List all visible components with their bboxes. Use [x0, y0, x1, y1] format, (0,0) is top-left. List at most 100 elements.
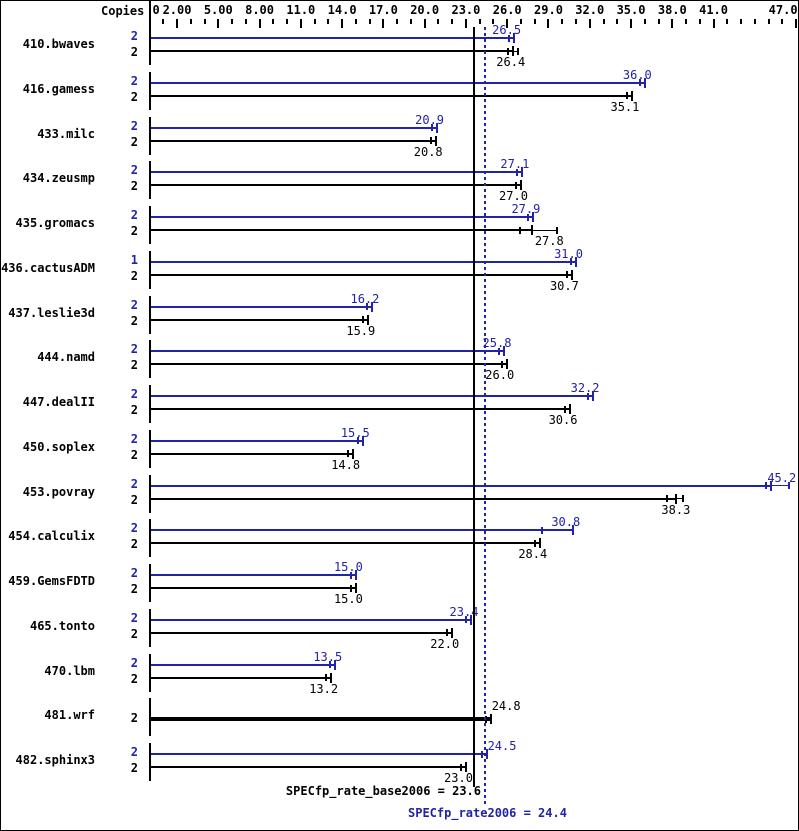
bar-median-tick [361, 435, 364, 446]
axis-major-tick [506, 19, 509, 28]
benchmark-label: 482.sphinx3 [15, 753, 95, 767]
copies-value: 2 [130, 89, 138, 104]
bar-value-label: 24.8 [491, 699, 521, 714]
copies-value: 2 [130, 297, 138, 312]
peak-bar [151, 529, 574, 532]
peak-bar [151, 305, 373, 308]
benchmark-label: 459.GemsFDTD [8, 574, 95, 588]
bar-median-tick [451, 627, 454, 638]
axis-minor-tick [533, 19, 536, 24]
bar-min-tick [349, 571, 352, 579]
bar-median-tick [464, 762, 467, 772]
bar-value-label: 26.0 [485, 368, 515, 383]
bar-min-tick [527, 213, 530, 221]
axis-tick-label: 5.00 [203, 3, 233, 17]
base-bar [151, 631, 453, 634]
bar-value-label: 23.4 [449, 604, 479, 619]
copies-value: 2 [130, 387, 138, 401]
bar-min-tick [638, 79, 641, 87]
bar-median-tick [539, 538, 542, 549]
axis-tick-label: 2.00 [162, 3, 192, 17]
axis-minor-tick [657, 19, 660, 24]
bar-max-tick [788, 482, 791, 489]
axis-tick-label: 26.0 [492, 3, 522, 17]
bar-median-tick [470, 614, 473, 625]
axis-minor-tick [740, 19, 743, 24]
bar-value-label: 36.0 [622, 67, 652, 82]
bar-whisker-line [676, 498, 684, 499]
bar-min-tick [325, 674, 328, 681]
benchmark-label: 454.calculix [8, 529, 95, 544]
bar-min-tick [514, 181, 517, 189]
bar-value-label: 25.8 [482, 336, 512, 351]
peak-bar [151, 126, 438, 129]
peak-bar [151, 216, 534, 218]
bar-median-tick [354, 570, 357, 580]
benchmark-label: 465.tonto [29, 618, 95, 633]
axis-tick-label: 47.0 [768, 3, 798, 17]
axis-minor-tick [602, 19, 605, 24]
axis-minor-tick [272, 19, 275, 24]
base-bar [151, 676, 332, 679]
axis-tick-label: 23.0 [451, 3, 481, 17]
axis-baseline-segment [149, 653, 151, 692]
bar-value-label: 13.5 [313, 649, 343, 664]
bar-value-label: 35.1 [610, 99, 640, 114]
benchmark-label: 433.milc [37, 126, 95, 141]
axis-minor-tick [726, 19, 729, 24]
axis-minor-tick [478, 19, 481, 24]
copies-value: 2 [130, 431, 138, 446]
base-bar [151, 497, 677, 500]
bar-median-tick [643, 77, 646, 88]
bar-value-label: 27.8 [534, 234, 564, 248]
bar-median-tick [352, 448, 355, 459]
copies-value: 2 [130, 566, 138, 580]
bar-median-tick [485, 749, 488, 759]
copies-value: 2 [130, 711, 138, 726]
axis-minor-tick [244, 19, 247, 24]
bar-min-tick [362, 316, 365, 323]
bar-median-tick [371, 301, 374, 312]
base-bar [151, 229, 532, 231]
copies-value: 2 [130, 224, 138, 238]
base-bar [151, 542, 541, 545]
base-bar [151, 184, 521, 187]
benchmark-label: 410.bwaves [22, 37, 95, 51]
axis-tick-label: 14.0 [327, 3, 357, 17]
bar-median-tick [506, 359, 509, 370]
bar-median-tick [513, 33, 516, 43]
axis-minor-tick [643, 19, 646, 24]
bar-value-label: 24.5 [487, 739, 517, 753]
copies-value: 2 [130, 134, 138, 149]
bar-value-label: 45.2 [767, 470, 797, 485]
axis-baseline-segment [149, 250, 151, 289]
axis-baseline-segment [149, 206, 151, 244]
copies-value: 2 [130, 403, 138, 417]
peak-bar [151, 350, 505, 353]
axis-major-tick [176, 19, 179, 28]
bar-min-tick [465, 616, 468, 624]
peak-bar [151, 753, 487, 755]
axis-minor-tick [368, 19, 371, 24]
bar-min-tick [508, 34, 511, 42]
benchmark-label: 416.gamess [22, 81, 95, 96]
bar-median-tick [572, 525, 575, 536]
axis-minor-tick [327, 19, 330, 24]
benchmark-label: 436.cactusADM [1, 260, 95, 275]
axis-baseline-segment [149, 519, 151, 558]
bar-median-tick [436, 122, 439, 133]
copies-value: 2 [130, 118, 138, 133]
axis-minor-tick [767, 19, 770, 24]
bar-value-label: 30.6 [548, 413, 578, 427]
bar-value-label: 15.0 [333, 592, 363, 606]
benchmark-label: 437.leslie3d [8, 305, 95, 320]
benchmark-label: 453.povray [22, 484, 95, 499]
axis-major-tick [423, 19, 426, 28]
bar-max-tick [555, 226, 558, 234]
axis-tick-label: 29.0 [534, 3, 563, 17]
bar-median-tick [489, 714, 492, 725]
bar-min-tick [446, 629, 449, 637]
bar-median-tick [591, 391, 594, 401]
axis-baseline-segment [149, 385, 151, 423]
bar-value-label: 23.0 [444, 771, 473, 785]
